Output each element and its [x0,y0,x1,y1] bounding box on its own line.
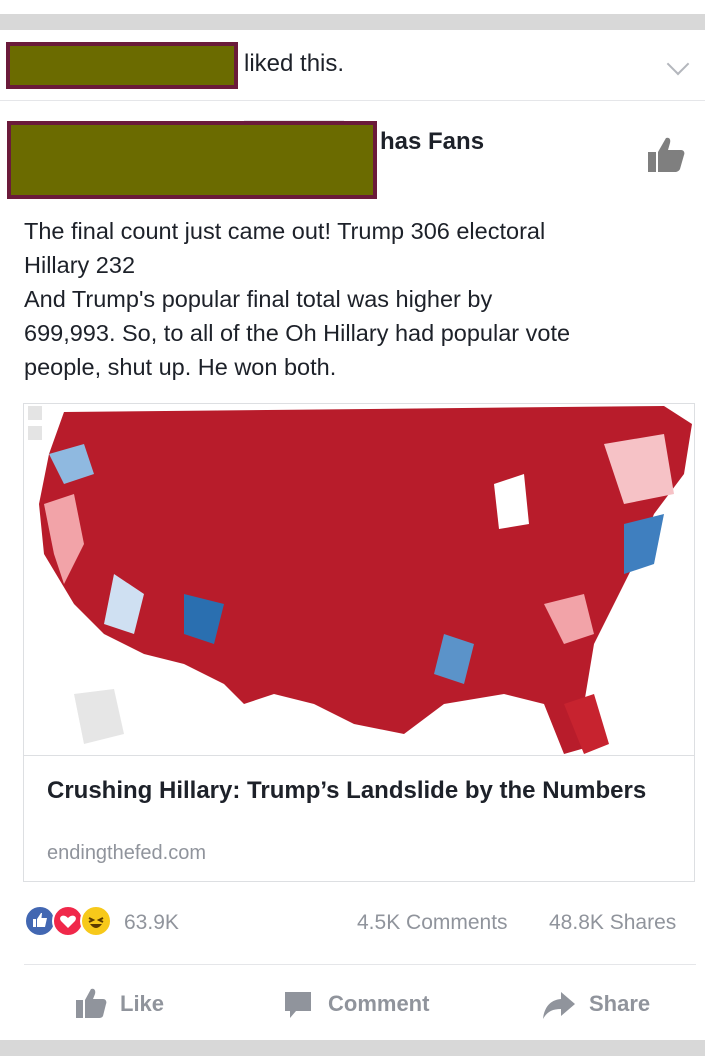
liked-this-text: liked this. [244,50,345,121]
comment-button[interactable]: Comment [282,986,452,1026]
share-label: Share [589,991,651,1016]
link-domain: endingthefed.com [47,842,207,864]
redacted-friend-name[interactable] [6,42,238,89]
comment-count[interactable]: 4.5K Comments [357,911,508,934]
like-button[interactable]: Like [74,986,194,1026]
divider [24,964,696,965]
redacted-page-name[interactable] [7,121,377,199]
share-arrow-icon [543,992,575,1019]
thumbs-up-icon [76,988,107,1018]
election-map-image [24,404,694,756]
haha-reaction-icon [80,905,112,937]
post-message: The final count just came out! Trump 306… [24,214,684,384]
post-line: The final count just came out! Trump 306… [24,218,546,244]
comment-label: Comment [328,991,430,1016]
comment-icon [285,992,311,1018]
zoom-out-icon [28,426,42,440]
bottom-separator [0,1040,705,1056]
post-line: people, shut up. He won both. [24,354,337,380]
share-button[interactable]: Share [541,986,671,1026]
like-reaction-icon [24,905,56,937]
link-title[interactable]: Crushing Hillary: Trump’s Landslide by t… [47,777,647,804]
like-label: Like [120,991,165,1016]
page-suffix: has Fans [380,128,485,155]
like-page-icon[interactable] [646,134,686,174]
reaction-count[interactable]: 63.9K [124,911,179,934]
top-separator [0,14,705,30]
zoom-in-icon [28,406,42,420]
link-caption[interactable]: Crushing Hillary: Trump’s Landslide by t… [24,755,694,881]
post-line: And Trump's popular final total was high… [24,286,493,312]
share-count[interactable]: 48.8K Shares [549,911,677,934]
link-preview-card[interactable]: Crushing Hillary: Trump’s Landslide by t… [23,403,695,882]
activity-header [0,30,705,101]
post-line: 699,993. So, to all of the Oh Hillary ha… [24,320,571,346]
post-line: Hillary 232 [24,252,136,278]
